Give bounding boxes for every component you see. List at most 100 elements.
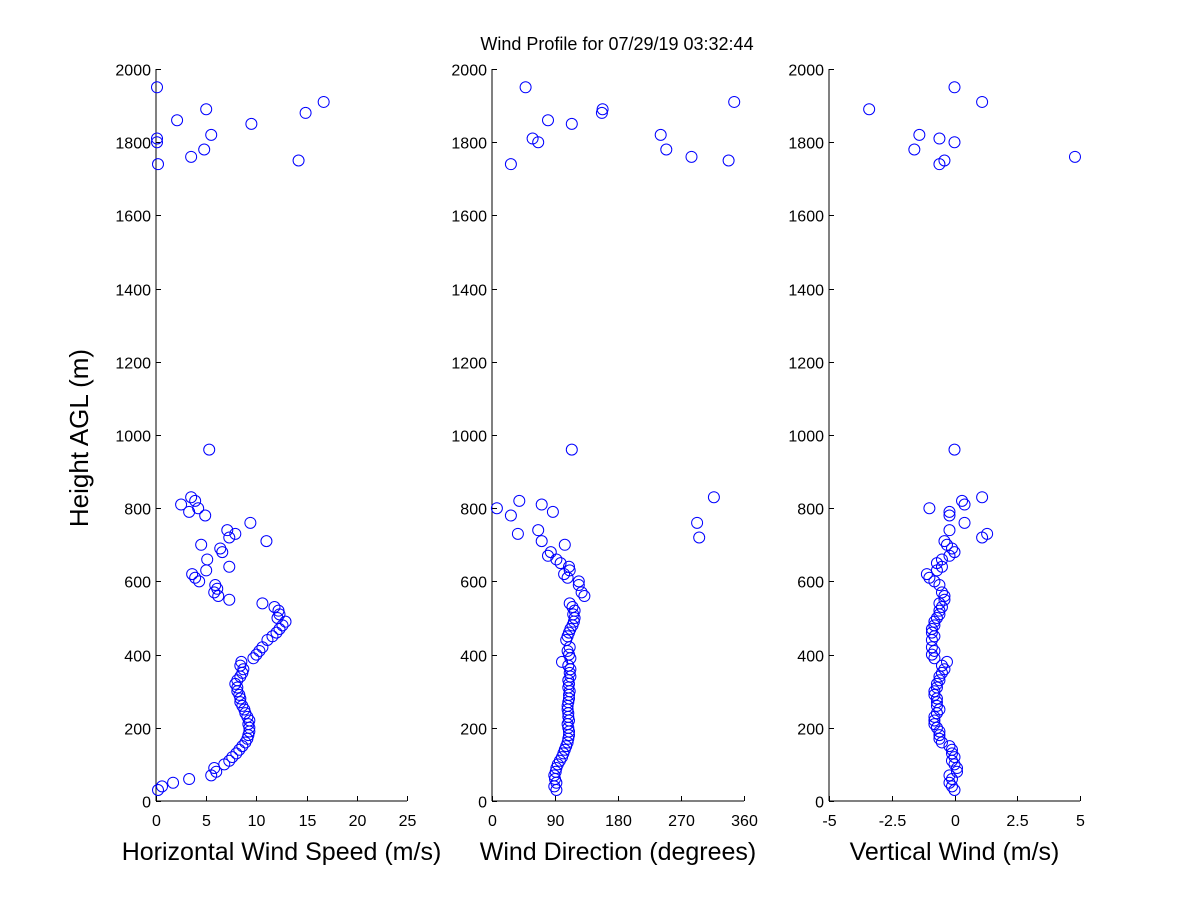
x-axis-label: Vertical Wind (m/s) — [850, 838, 1060, 866]
data-point — [223, 560, 236, 573]
data-point — [943, 505, 956, 518]
x-tick-label: 10 — [248, 813, 266, 830]
data-point — [185, 491, 198, 504]
panel-direction: 0 200 400 600 800 1000 1200 1400 1600 1800 2000 0 90… — [451, 63, 758, 867]
data-point — [933, 674, 946, 687]
data-point — [558, 538, 571, 551]
data-point — [943, 509, 956, 522]
y-tick-label: 1200 — [115, 356, 151, 373]
y-tick-label: 400 — [460, 649, 487, 666]
data-point — [226, 751, 239, 764]
data-point — [930, 721, 943, 734]
data-point — [685, 150, 698, 163]
y-tick-label: 0 — [478, 795, 487, 812]
data-point — [945, 780, 958, 793]
y-tick-label: 600 — [797, 575, 824, 592]
panel-speed: 0 200 400 600 800 1000 1200 1400 1600 1800 2000 0 5 1… — [115, 63, 441, 867]
data-point — [272, 604, 285, 617]
data-point — [268, 601, 281, 614]
data-point — [230, 747, 243, 760]
data-point — [546, 505, 559, 518]
data-point — [152, 784, 165, 797]
x-tick-label: -2.5 — [879, 813, 907, 830]
y-tick-label: 800 — [124, 502, 151, 519]
data-point — [935, 586, 948, 599]
data-point — [200, 103, 213, 116]
data-point — [943, 524, 956, 537]
data-point — [185, 150, 198, 163]
y-tick-label: 1800 — [451, 136, 487, 153]
data-point — [938, 590, 951, 603]
data-point — [151, 132, 164, 145]
y-tick-label: 0 — [142, 795, 151, 812]
x-tick-label: 0 — [152, 813, 161, 830]
data-point — [566, 601, 579, 614]
data-point — [198, 143, 211, 156]
y-tick-label: 1600 — [451, 209, 487, 226]
data-point — [913, 128, 926, 141]
data-point — [205, 128, 218, 141]
data-point — [171, 114, 184, 127]
data-point — [535, 498, 548, 511]
data-point — [923, 502, 936, 515]
data-point — [563, 666, 576, 679]
x-tick-label: 15 — [299, 813, 317, 830]
data-point — [504, 509, 517, 522]
data-point — [976, 491, 989, 504]
data-point — [212, 590, 225, 603]
y-tick-label: 600 — [460, 575, 487, 592]
y-tick-label: 1000 — [451, 429, 487, 446]
data-point — [237, 663, 250, 676]
data-point — [938, 154, 951, 167]
data-point — [532, 524, 545, 537]
data-point — [981, 527, 994, 540]
data-point — [244, 516, 257, 529]
data-point — [938, 663, 951, 676]
x-tick-label: 0 — [488, 813, 497, 830]
x-tick-label: -5 — [822, 813, 836, 830]
data-point — [935, 666, 948, 679]
y-tick-label: 1000 — [115, 429, 151, 446]
data-point — [551, 758, 564, 771]
data-point — [930, 699, 943, 712]
x-axis-label: Horizontal Wind Speed (m/s) — [122, 838, 442, 866]
data-point — [951, 765, 964, 778]
data-point — [863, 103, 876, 116]
data-point — [943, 776, 956, 789]
data-point — [564, 622, 577, 635]
data-point — [722, 154, 735, 167]
x-tick-label: 2.5 — [1006, 813, 1028, 830]
data-point — [221, 524, 234, 537]
data-point — [933, 703, 946, 716]
data-point — [930, 677, 943, 690]
data-point — [935, 601, 948, 614]
data-point — [208, 586, 221, 599]
x-axis-label: Wind Direction (degrees) — [480, 838, 757, 866]
data-point — [256, 597, 269, 610]
y-tick-label: 1800 — [788, 136, 824, 153]
data-point — [935, 553, 948, 566]
data-point — [930, 612, 943, 624]
data-point — [151, 81, 164, 94]
data-point — [299, 106, 312, 119]
data-point — [976, 95, 989, 108]
y-tick-label: 200 — [797, 722, 824, 739]
data-point — [201, 553, 214, 566]
data-point — [928, 688, 941, 701]
data-point — [193, 575, 206, 588]
data-point — [234, 696, 247, 709]
data-point — [229, 527, 242, 540]
data-point — [908, 143, 921, 156]
y-tick-label: 600 — [124, 575, 151, 592]
data-point — [167, 776, 180, 789]
data-point — [660, 143, 673, 156]
data-point — [563, 564, 576, 577]
y-tick-label: 400 — [124, 649, 151, 666]
y-tick-label: 1400 — [115, 283, 151, 300]
data-point — [575, 586, 588, 599]
data-point — [156, 780, 169, 793]
y-axis-label: Height AGL (m) — [64, 349, 94, 527]
